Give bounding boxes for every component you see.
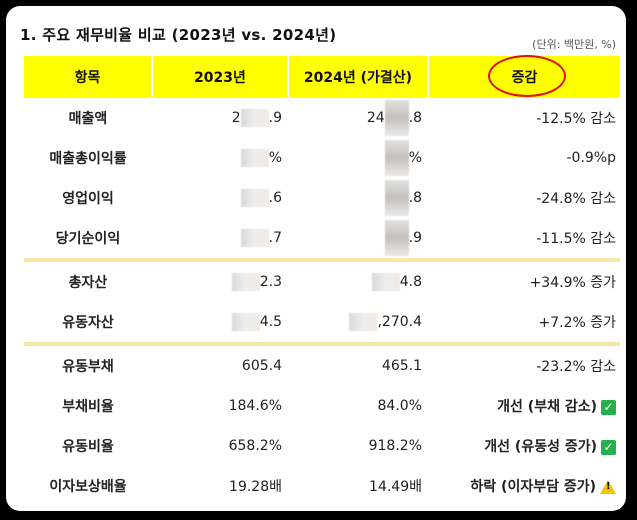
redacted-value bbox=[240, 149, 269, 167]
value-2023: 605.4 bbox=[241, 358, 282, 374]
value-2023: 19.28배 bbox=[229, 479, 282, 495]
redacted-value bbox=[240, 229, 269, 247]
value-2023: 2 bbox=[231, 110, 241, 126]
col-header-2023: 2023년 bbox=[152, 56, 289, 98]
value-2024: 84.0% bbox=[377, 398, 422, 414]
redacted-value bbox=[231, 313, 260, 331]
value-2024-tail: % bbox=[408, 150, 422, 166]
table-row: 부채비율 184.6% 84.0% 개선 (부채 감소) ✓ bbox=[24, 386, 620, 426]
change-value: 개선 (유동성 증가) bbox=[484, 439, 597, 455]
highlight-circle bbox=[488, 55, 566, 97]
row-label: 부채비율 bbox=[62, 399, 114, 415]
section-heading: 1. 주요 재무비율 비교 (2023년 vs. 2024년) bbox=[20, 26, 337, 44]
row-label: 매출액 bbox=[68, 111, 108, 127]
unit-note: (단위: 백만원, %) bbox=[532, 38, 616, 51]
redacted-value bbox=[384, 100, 409, 136]
change-value: -12.5% 감소 bbox=[536, 111, 616, 127]
document-frame: 1. 주요 재무비율 비교 (2023년 vs. 2024년) (단위: 백만원… bbox=[6, 6, 626, 511]
change-value: +34.9% 증가 bbox=[529, 275, 616, 291]
warning-icon bbox=[600, 480, 616, 494]
change-value: -0.9%p bbox=[566, 150, 616, 166]
value-2023-tail: 4.5 bbox=[259, 314, 282, 330]
table-row: 매출총이익률 % % -0.9%p bbox=[24, 138, 620, 178]
row-label: 이자보상배율 bbox=[49, 479, 127, 495]
table-row: 총자산 2.3 4.8 +34.9% 증가 bbox=[24, 262, 620, 302]
row-label: 유동부채 bbox=[62, 359, 114, 375]
change-value: -11.5% 감소 bbox=[536, 231, 616, 247]
check-mark-icon: ✓ bbox=[601, 439, 616, 455]
change-value: +7.2% 증가 bbox=[538, 315, 616, 331]
section-separator bbox=[24, 258, 620, 262]
table-row: 이자보상배율 19.28배 14.49배 하락 (이자부담 증가) bbox=[24, 466, 620, 506]
table-row: 유동비율 658.2% 918.2% 개선 (유동성 증가) ✓ bbox=[24, 426, 620, 466]
redacted-value bbox=[371, 273, 400, 291]
value-2024-tail: .8 bbox=[408, 190, 422, 206]
redacted-value bbox=[349, 313, 378, 331]
check-mark-icon: ✓ bbox=[601, 399, 616, 415]
value-2024: 14.49배 bbox=[369, 479, 422, 495]
col-header-2024: 2024년 (가결산) bbox=[288, 56, 429, 98]
value-2024-tail: .8 bbox=[408, 110, 422, 126]
table-row: 유동자산 4.5 ,270.4 +7.2% 증가 bbox=[24, 302, 620, 342]
row-label: 총자산 bbox=[68, 275, 108, 291]
value-2024-tail: 4.8 bbox=[399, 274, 422, 290]
value-2024: 465.1 bbox=[381, 358, 422, 374]
table-row: 매출액 2 .9 24 .8 -12.5% 감소 bbox=[24, 98, 620, 138]
redacted-value bbox=[384, 220, 409, 256]
value-2023-tail: .7 bbox=[268, 230, 282, 246]
change-value: -24.8% 감소 bbox=[536, 191, 616, 207]
value-2024-tail: ,270.4 bbox=[377, 314, 422, 330]
redacted-value bbox=[240, 109, 269, 127]
row-label: 영업이익 bbox=[62, 191, 114, 207]
value-2024: 24 bbox=[366, 110, 385, 126]
value-2024: 918.2% bbox=[368, 438, 422, 454]
table-row: 유동부채 605.4 465.1 -23.2% 감소 bbox=[24, 346, 620, 386]
row-label: 유동자산 bbox=[62, 315, 114, 331]
financial-ratio-table: 항목 2023년 2024년 (가결산) 증감 매출액 2 .9 24 .8 -12… bbox=[24, 56, 620, 506]
section-separator bbox=[24, 342, 620, 346]
value-2023-tail: .6 bbox=[268, 190, 282, 206]
change-value: 개선 (부채 감소) bbox=[497, 399, 597, 415]
table-row: 당기순이익 .7 .9 -11.5% 감소 bbox=[24, 218, 620, 258]
value-2024-tail: .9 bbox=[408, 230, 422, 246]
col-header-item: 항목 bbox=[24, 56, 153, 98]
value-2023: 658.2% bbox=[228, 438, 282, 454]
redacted-value bbox=[384, 180, 409, 216]
value-2023: 184.6% bbox=[228, 398, 282, 414]
table-row: 영업이익 .6 .8 -24.8% 감소 bbox=[24, 178, 620, 218]
row-label: 유동비율 bbox=[62, 439, 114, 455]
value-2023-tail: 2.3 bbox=[259, 274, 282, 290]
change-value: -23.2% 감소 bbox=[536, 359, 616, 375]
row-label: 매출총이익률 bbox=[49, 151, 127, 167]
row-label: 당기순이익 bbox=[55, 231, 121, 247]
redacted-value bbox=[231, 273, 260, 291]
redacted-value bbox=[384, 140, 409, 176]
table-header-row: 항목 2023년 2024년 (가결산) 증감 bbox=[24, 56, 620, 98]
value-2023-tail: .9 bbox=[268, 110, 282, 126]
value-2023-tail: % bbox=[268, 150, 282, 166]
redacted-value bbox=[240, 189, 269, 207]
change-value: 하락 (이자부담 증가) bbox=[470, 479, 596, 495]
